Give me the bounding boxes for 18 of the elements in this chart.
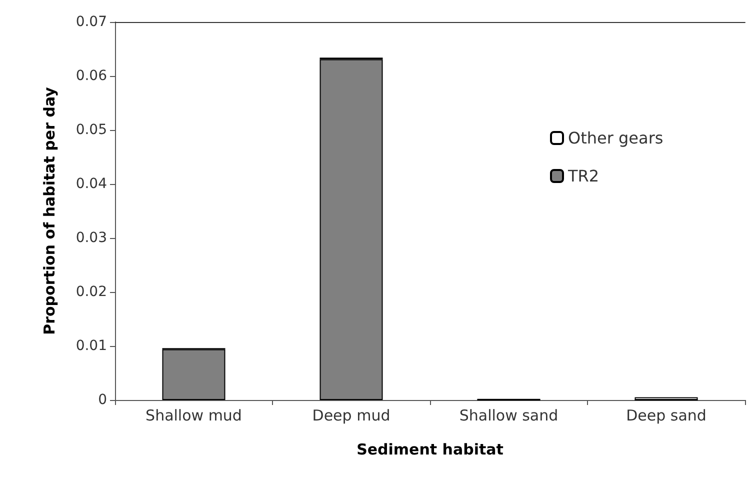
y-tick-label: 0.02 — [76, 284, 107, 300]
y-tick-label: 0.03 — [76, 230, 107, 246]
y-tick-label: 0.01 — [76, 338, 107, 354]
legend-label: TR2 — [567, 166, 600, 186]
x-tick-label: Deep mud — [312, 406, 390, 424]
y-tick-label: 0.07 — [76, 14, 107, 30]
y-tick-label: 0.05 — [76, 122, 107, 138]
y-tick-label: 0.04 — [76, 176, 108, 192]
bar — [162, 349, 226, 400]
x-tick-label: Shallow mud — [146, 406, 242, 424]
y-axis-title: Proportion of habitat per day — [40, 86, 58, 335]
x-tick-label: Deep sand — [626, 406, 706, 424]
bar — [320, 59, 383, 400]
x-axis-title: Sediment habitat — [356, 440, 504, 458]
y-tick-label: 0.06 — [76, 68, 108, 84]
x-tick-label: Shallow sand — [459, 406, 558, 424]
legend-label: Other gears — [568, 128, 664, 148]
y-tick-label: 0 — [98, 392, 107, 408]
